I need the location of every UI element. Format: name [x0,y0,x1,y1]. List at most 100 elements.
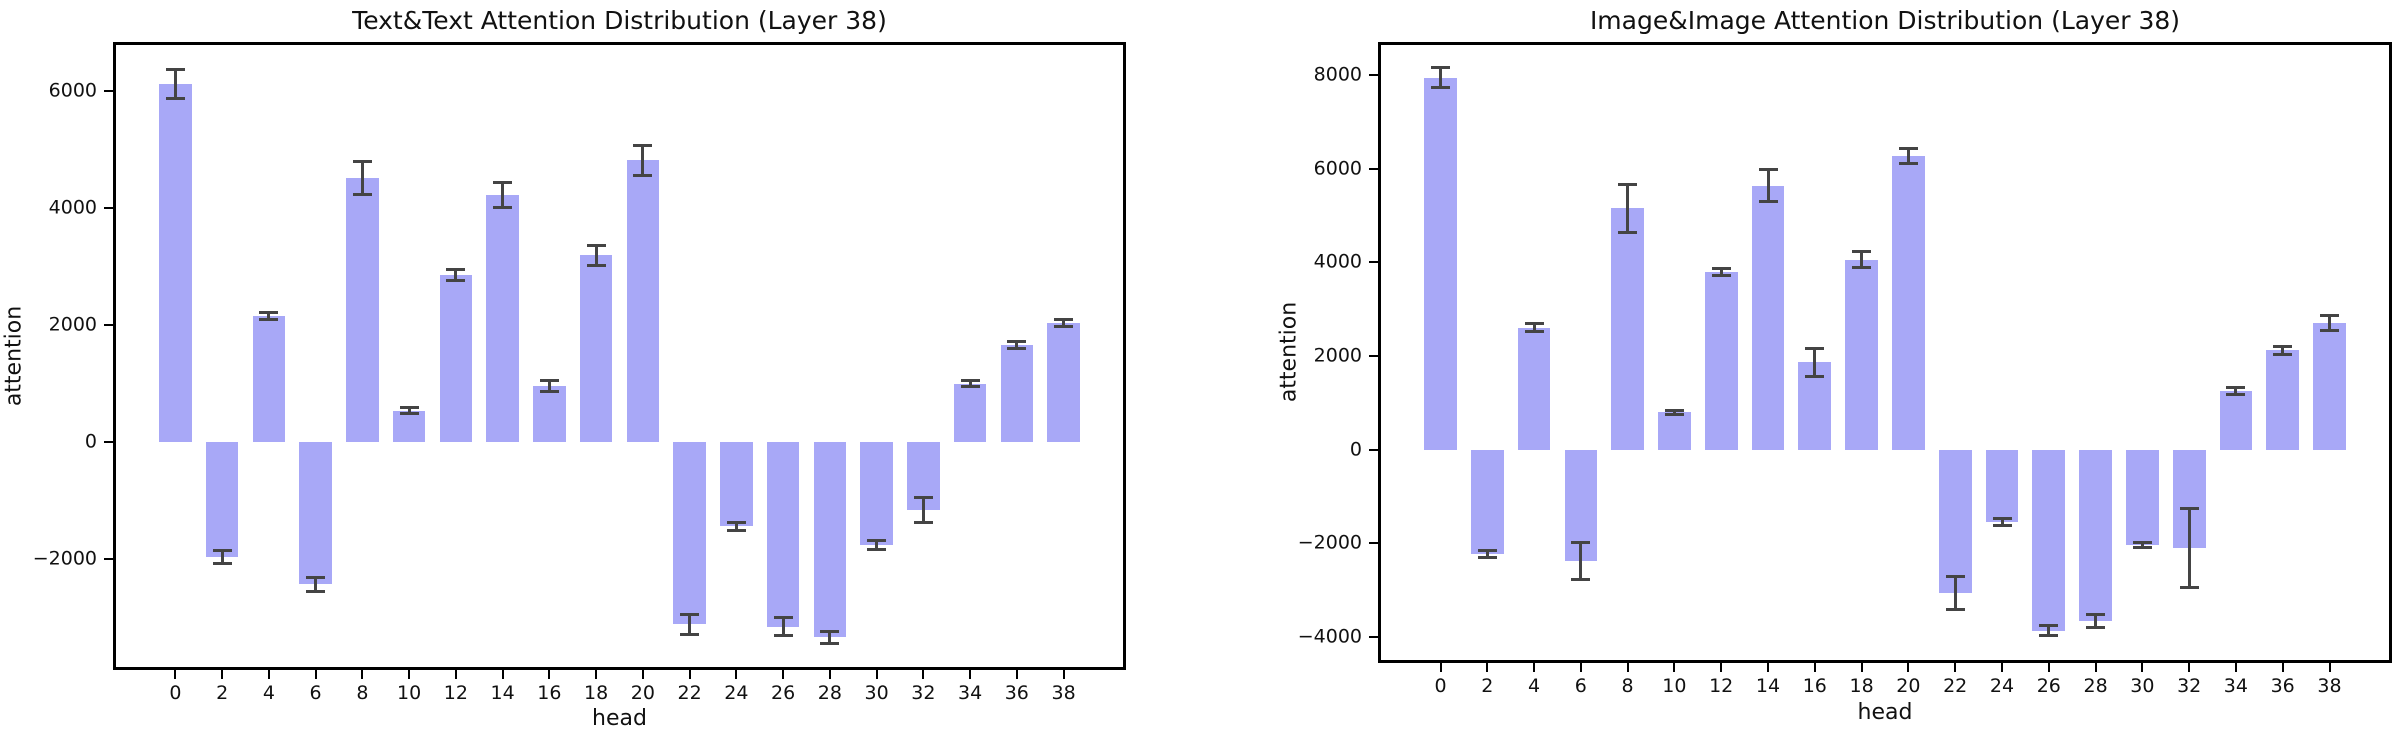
error-cap-head-28 [2086,612,2106,616]
error-cap-head-2 [1477,556,1497,560]
error-cap-head-22 [1945,607,1965,611]
x-tick [2047,663,2050,672]
y-tick [104,558,113,561]
bar-head-0 [159,84,192,443]
x-tick [221,670,224,679]
y-tick-label: 4000 [1313,250,1362,273]
error-bar-head-28 [2094,614,2098,628]
bar-head-38 [2313,323,2346,450]
error-cap-head-32 [913,520,933,524]
y-tick [104,89,113,92]
x-tick [267,670,270,679]
error-cap-head-26 [773,616,793,620]
x-tick-label: 28 [817,682,842,704]
error-bar-head-14 [1766,169,1770,202]
x-tick-label: 18 [584,682,609,704]
error-bar-head-18 [594,245,598,266]
y-tick-label: 8000 [1313,63,1362,86]
x-tick [641,670,644,679]
x-tick [2234,663,2237,672]
error-cap-head-28 [820,629,840,633]
bar-head-10 [392,410,426,443]
error-bar-head-8 [1626,184,1630,232]
x-tick [1767,663,1769,672]
bar-head-8 [1611,208,1645,450]
error-bar-head-26 [781,617,785,636]
x-tick-label: 34 [958,682,983,704]
error-cap-head-10 [399,406,419,410]
bar-head-18 [1845,259,1878,450]
bar-head-28 [813,442,847,638]
x-tick [969,670,972,679]
bar-head-20 [626,160,660,443]
error-cap-head-38 [2320,314,2339,318]
bar-head-0 [1424,77,1457,450]
x-tick [1486,663,1489,672]
y-tick [1369,355,1378,357]
error-bar-head-4 [267,312,271,320]
x-tick [595,670,598,679]
x-tick-label: 10 [397,682,422,704]
error-bar-head-34 [968,380,972,387]
error-cap-head-10 [399,411,419,415]
x-tick [314,670,317,679]
bar-head-34 [953,383,987,443]
x-tick [735,670,738,679]
chart-image-image-attention: Image&Image Attention Distribution (Laye… [1201,0,2402,734]
error-bar-head-36 [2281,346,2285,355]
x-axis-label: head [592,706,647,731]
error-cap-head-18 [1852,250,1872,254]
chart-title: Text&Text Attention Distribution (Layer … [352,6,887,35]
bar-head-18 [579,255,613,443]
bar-head-28 [2079,449,2112,621]
error-bar-head-6 [314,577,318,592]
bar-head-8 [346,177,379,443]
x-tick [1720,663,1723,672]
x-tick-label: 30 [2130,675,2155,697]
error-bar-head-26 [2047,625,2051,636]
error-cap-head-6 [1571,540,1591,544]
y-tick-label: −2000 [1297,531,1362,554]
x-tick-label: 2 [1481,675,1494,697]
y-tick [104,206,113,209]
x-tick [548,670,551,679]
error-bar-head-22 [688,614,692,635]
error-cap-head-0 [165,68,185,71]
error-cap-head-34 [960,379,980,383]
error-bar-head-28 [828,631,832,644]
error-bar-head-16 [1813,348,1817,377]
y-tick-label: 6000 [48,79,97,102]
error-bar-head-24 [2000,518,2004,526]
error-cap-head-18 [1852,265,1872,269]
error-cap-head-16 [539,378,559,382]
x-tick-label: 32 [2177,675,2202,697]
error-cap-head-24 [726,529,746,533]
x-tick-label: 14 [1755,675,1781,697]
x-tick [174,670,177,679]
bar-head-30 [2126,449,2159,546]
bar-head-6 [299,442,332,585]
x-tick-label: 6 [1574,675,1587,697]
x-tick-label: 12 [1709,675,1734,697]
x-tick [828,670,831,679]
error-cap-head-8 [1618,230,1638,234]
error-bar-head-8 [360,161,364,195]
error-cap-head-20 [633,143,653,147]
bar-head-12 [439,275,473,443]
error-cap-head-30 [867,539,887,542]
x-tick [2141,663,2144,672]
x-tick-label: 26 [2036,675,2061,697]
error-cap-head-28 [2086,625,2106,629]
bar-head-24 [720,442,753,527]
error-bar-head-22 [1953,576,1957,610]
error-cap-head-2 [212,549,232,552]
x-tick [1860,663,1863,672]
error-bar-head-12 [454,269,458,281]
error-cap-head-12 [446,268,466,272]
x-axis-label: head [1857,700,1913,725]
x-tick-label: 36 [2270,675,2295,697]
x-tick [922,670,925,679]
x-tick-label: 26 [771,682,796,704]
bar-head-22 [673,442,706,625]
bar-head-30 [860,442,893,546]
